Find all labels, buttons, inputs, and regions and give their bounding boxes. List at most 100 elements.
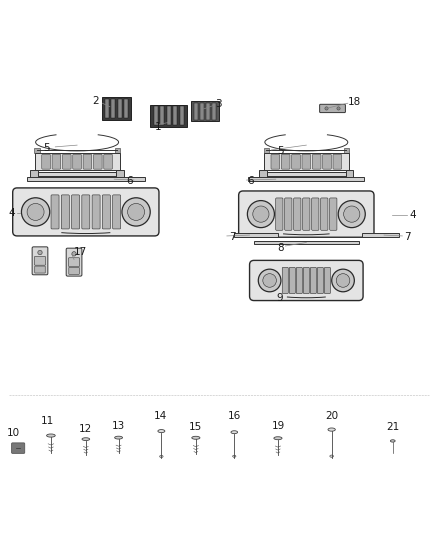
FancyBboxPatch shape (63, 154, 71, 169)
Text: 7: 7 (404, 232, 411, 242)
Circle shape (127, 204, 145, 221)
FancyBboxPatch shape (271, 154, 279, 169)
Bar (111, 99, 115, 118)
Text: 16: 16 (228, 411, 241, 421)
FancyBboxPatch shape (71, 195, 80, 229)
FancyBboxPatch shape (321, 198, 328, 230)
FancyBboxPatch shape (333, 154, 342, 169)
Circle shape (27, 204, 44, 221)
Text: 7: 7 (229, 232, 235, 242)
Text: 20: 20 (325, 411, 338, 421)
FancyBboxPatch shape (13, 188, 159, 236)
FancyBboxPatch shape (191, 101, 219, 121)
Ellipse shape (328, 428, 336, 431)
FancyBboxPatch shape (267, 172, 346, 176)
FancyBboxPatch shape (250, 261, 363, 301)
FancyBboxPatch shape (52, 154, 61, 169)
Bar (160, 107, 164, 125)
Circle shape (344, 206, 360, 222)
Circle shape (21, 198, 50, 226)
FancyBboxPatch shape (362, 233, 399, 237)
Text: 6: 6 (126, 176, 133, 187)
FancyBboxPatch shape (35, 266, 45, 273)
Text: 15: 15 (189, 422, 202, 432)
Text: 4: 4 (409, 210, 416, 220)
Bar (206, 103, 210, 119)
FancyBboxPatch shape (264, 153, 349, 171)
FancyBboxPatch shape (318, 268, 323, 294)
FancyBboxPatch shape (294, 198, 301, 230)
Text: 6: 6 (247, 176, 254, 187)
FancyBboxPatch shape (330, 198, 337, 230)
Ellipse shape (233, 455, 236, 457)
FancyBboxPatch shape (150, 104, 187, 127)
FancyBboxPatch shape (323, 154, 331, 169)
Text: 9: 9 (277, 293, 283, 303)
Circle shape (338, 200, 365, 228)
Ellipse shape (158, 430, 165, 433)
FancyBboxPatch shape (239, 191, 374, 237)
FancyBboxPatch shape (282, 268, 288, 294)
FancyBboxPatch shape (73, 154, 81, 169)
FancyBboxPatch shape (38, 172, 117, 176)
Bar (167, 107, 171, 125)
Bar (154, 107, 158, 125)
Bar (264, 148, 269, 154)
Ellipse shape (115, 436, 123, 439)
FancyBboxPatch shape (68, 258, 80, 266)
FancyBboxPatch shape (302, 154, 311, 169)
Circle shape (247, 200, 275, 228)
FancyBboxPatch shape (292, 154, 300, 169)
FancyBboxPatch shape (104, 154, 113, 169)
FancyBboxPatch shape (34, 256, 46, 265)
FancyBboxPatch shape (69, 268, 79, 274)
Text: 3: 3 (215, 99, 222, 109)
Bar (180, 107, 184, 125)
Circle shape (38, 251, 42, 255)
FancyBboxPatch shape (51, 195, 59, 229)
FancyBboxPatch shape (289, 268, 295, 294)
FancyBboxPatch shape (320, 104, 346, 112)
Ellipse shape (192, 437, 200, 439)
Circle shape (337, 107, 340, 110)
FancyBboxPatch shape (66, 248, 82, 276)
FancyBboxPatch shape (281, 154, 290, 169)
FancyBboxPatch shape (32, 247, 48, 275)
Bar (124, 99, 128, 118)
FancyBboxPatch shape (102, 96, 131, 120)
Ellipse shape (330, 455, 333, 457)
Ellipse shape (159, 455, 163, 457)
Text: 4: 4 (8, 208, 15, 218)
FancyBboxPatch shape (35, 153, 120, 171)
Text: 12: 12 (78, 424, 92, 434)
Ellipse shape (274, 437, 282, 440)
FancyBboxPatch shape (113, 195, 120, 229)
FancyBboxPatch shape (234, 233, 278, 237)
Text: 10: 10 (7, 429, 20, 438)
Text: 11: 11 (41, 416, 54, 426)
Ellipse shape (82, 438, 90, 441)
Bar (34, 148, 39, 154)
FancyBboxPatch shape (259, 169, 267, 179)
FancyBboxPatch shape (296, 268, 302, 294)
Circle shape (325, 107, 328, 110)
Circle shape (336, 273, 350, 287)
Text: 18: 18 (348, 97, 361, 107)
FancyBboxPatch shape (30, 169, 38, 179)
Text: 14: 14 (153, 411, 167, 421)
FancyBboxPatch shape (312, 154, 321, 169)
Ellipse shape (390, 440, 395, 442)
FancyBboxPatch shape (325, 268, 330, 294)
FancyBboxPatch shape (42, 154, 50, 169)
Text: 5: 5 (43, 143, 50, 153)
Bar (200, 103, 204, 119)
Ellipse shape (231, 431, 237, 434)
Circle shape (332, 269, 354, 292)
Circle shape (122, 198, 150, 226)
Text: 2: 2 (92, 96, 99, 107)
Bar (344, 148, 349, 154)
FancyBboxPatch shape (92, 195, 100, 229)
Text: 21: 21 (386, 422, 399, 432)
FancyBboxPatch shape (303, 198, 310, 230)
FancyBboxPatch shape (93, 154, 102, 169)
